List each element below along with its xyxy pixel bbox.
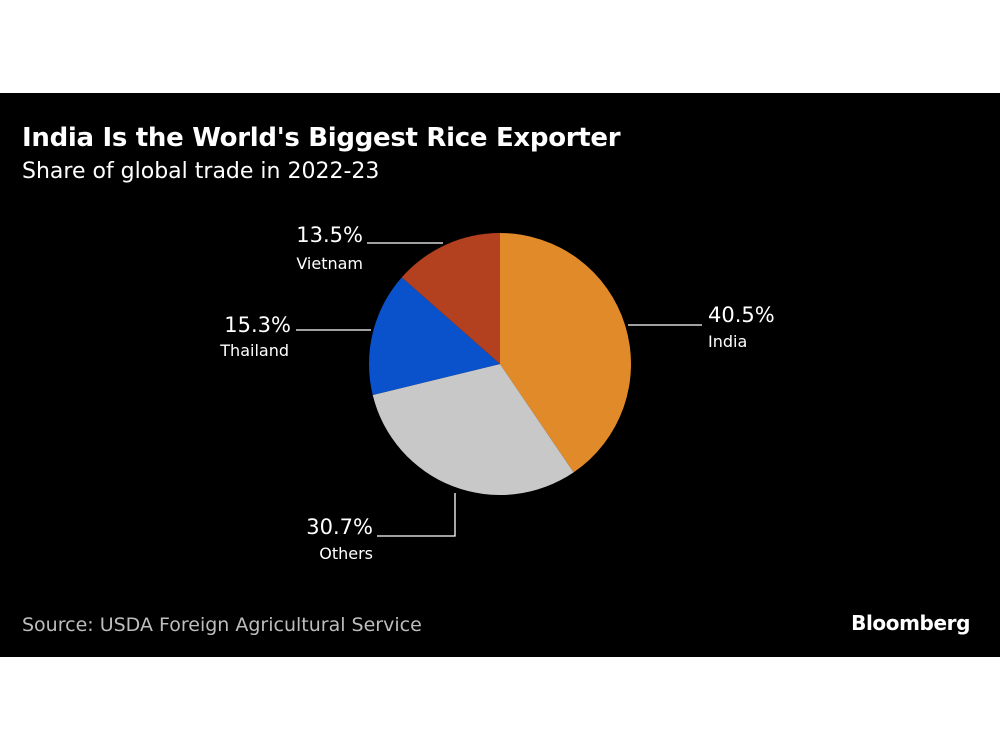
category-label-others: Others: [319, 544, 373, 563]
pie-slice-others: [372, 364, 574, 496]
category-label-vietnam: Vietnam: [296, 254, 363, 273]
pie-chart: 40.5% India 30.7% Others 15.3% Thailand 13.5% V…: [219, 223, 774, 563]
category-label-india: India: [708, 332, 747, 351]
pie-slice-india: [500, 233, 631, 473]
category-label-thailand: Thailand: [219, 341, 289, 360]
bloomberg-logo: Bloomberg: [851, 611, 970, 635]
chart-subtitle: Share of global trade in 2022-23: [22, 159, 380, 184]
chart-title: India Is the World's Biggest Rice Export…: [22, 123, 621, 153]
source-note: Source: USDA Foreign Agricultural Servic…: [22, 614, 422, 636]
value-label-others: 30.7%: [306, 515, 373, 539]
value-label-india: 40.5%: [708, 303, 775, 327]
pie-slice-vietnam: [401, 233, 500, 364]
slice-labels: 40.5% India 30.7% Others 15.3% Thailand 13.5% V…: [219, 223, 774, 563]
value-label-vietnam: 13.5%: [296, 223, 363, 247]
value-label-thailand: 15.3%: [224, 313, 291, 337]
leader-lines: [296, 242, 702, 537]
pie-slice-thailand: [369, 277, 500, 395]
leader-line-others: [377, 493, 456, 537]
pie-slices: [369, 233, 631, 496]
chart-panel: India Is the World's Biggest Rice Export…: [0, 93, 1000, 657]
